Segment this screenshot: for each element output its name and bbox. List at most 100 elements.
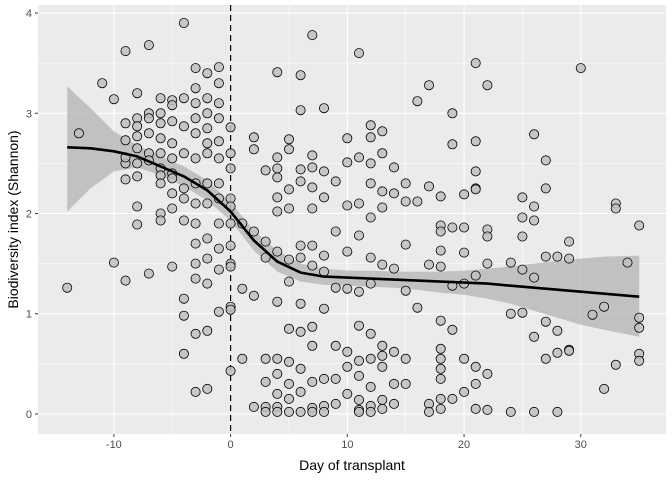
data-point xyxy=(202,123,213,134)
data-point xyxy=(377,340,388,351)
data-point xyxy=(202,278,213,289)
data-point xyxy=(248,144,259,155)
data-point xyxy=(260,252,271,263)
data-point xyxy=(564,345,575,356)
data-point xyxy=(470,166,481,177)
data-point xyxy=(482,231,493,242)
data-point xyxy=(295,386,306,397)
data-point xyxy=(108,257,119,268)
data-point xyxy=(610,203,621,214)
data-point xyxy=(190,273,201,284)
data-point xyxy=(400,239,411,250)
data-point xyxy=(132,219,143,230)
data-point xyxy=(167,188,178,199)
data-point xyxy=(190,98,201,109)
data-point xyxy=(120,135,131,146)
data-point xyxy=(283,406,294,417)
data-point xyxy=(225,163,236,174)
data-point xyxy=(272,67,283,78)
data-point xyxy=(517,231,528,242)
x-tick-label: 10 xyxy=(341,439,353,451)
data-point xyxy=(260,376,271,387)
data-point xyxy=(202,108,213,119)
data-point xyxy=(459,386,470,397)
data-point xyxy=(377,202,388,213)
data-point xyxy=(353,48,364,59)
data-point xyxy=(307,260,318,271)
data-point xyxy=(143,40,154,51)
data-point xyxy=(225,148,236,159)
data-point xyxy=(307,162,318,173)
data-point xyxy=(634,355,645,366)
data-point xyxy=(529,215,540,226)
data-point xyxy=(178,293,189,304)
data-point xyxy=(318,192,329,203)
data-point xyxy=(213,62,224,73)
data-point xyxy=(202,93,213,104)
data-point xyxy=(388,188,399,199)
data-point xyxy=(272,368,283,379)
data-point xyxy=(470,58,481,69)
data-point xyxy=(342,246,353,257)
data-point xyxy=(178,215,189,226)
data-point xyxy=(435,373,446,384)
y-tick-label: 2 xyxy=(26,208,32,220)
data-point xyxy=(248,226,259,237)
data-point xyxy=(540,316,551,327)
data-point xyxy=(330,398,341,409)
data-point xyxy=(225,365,236,376)
data-point xyxy=(272,172,283,183)
data-point xyxy=(423,406,434,417)
data-point xyxy=(295,252,306,263)
data-point xyxy=(283,276,294,287)
data-point xyxy=(283,184,294,195)
data-point xyxy=(178,121,189,132)
data-point xyxy=(540,251,551,262)
data-point xyxy=(155,215,166,226)
y-axis-title: Biodiversity index (Shannon) xyxy=(5,130,21,308)
data-point xyxy=(132,171,143,182)
data-point xyxy=(517,192,528,203)
data-point xyxy=(307,340,318,351)
data-point xyxy=(167,100,178,111)
data-point xyxy=(132,201,143,212)
data-point xyxy=(167,138,178,149)
data-point xyxy=(552,251,563,262)
data-point xyxy=(167,173,178,184)
data-point xyxy=(132,88,143,99)
data-point xyxy=(330,282,341,293)
data-point xyxy=(178,193,189,204)
data-point xyxy=(400,285,411,296)
data-point xyxy=(307,182,318,193)
data-point xyxy=(237,353,248,364)
data-point xyxy=(307,30,318,41)
data-point xyxy=(190,198,201,209)
data-point xyxy=(272,163,283,174)
data-point xyxy=(330,373,341,384)
data-point xyxy=(365,120,376,131)
data-point xyxy=(307,406,318,417)
data-point xyxy=(272,353,283,364)
data-point xyxy=(295,326,306,337)
data-point xyxy=(365,132,376,143)
data-point xyxy=(318,166,329,177)
data-point xyxy=(190,83,201,94)
data-point xyxy=(505,257,516,268)
y-tick-label: 4 xyxy=(26,8,32,20)
data-point xyxy=(634,322,645,333)
data-point xyxy=(342,346,353,357)
data-point xyxy=(353,286,364,297)
data-point xyxy=(155,118,166,129)
data-point xyxy=(260,406,271,417)
data-point xyxy=(213,306,224,317)
x-tick-label: 30 xyxy=(575,439,587,451)
data-point xyxy=(622,257,633,268)
data-point xyxy=(202,383,213,394)
data-point xyxy=(248,132,259,143)
data-point xyxy=(202,325,213,336)
data-point xyxy=(155,133,166,144)
data-point xyxy=(330,226,341,237)
data-point xyxy=(365,381,376,392)
data-point xyxy=(178,183,189,194)
data-point xyxy=(283,203,294,214)
